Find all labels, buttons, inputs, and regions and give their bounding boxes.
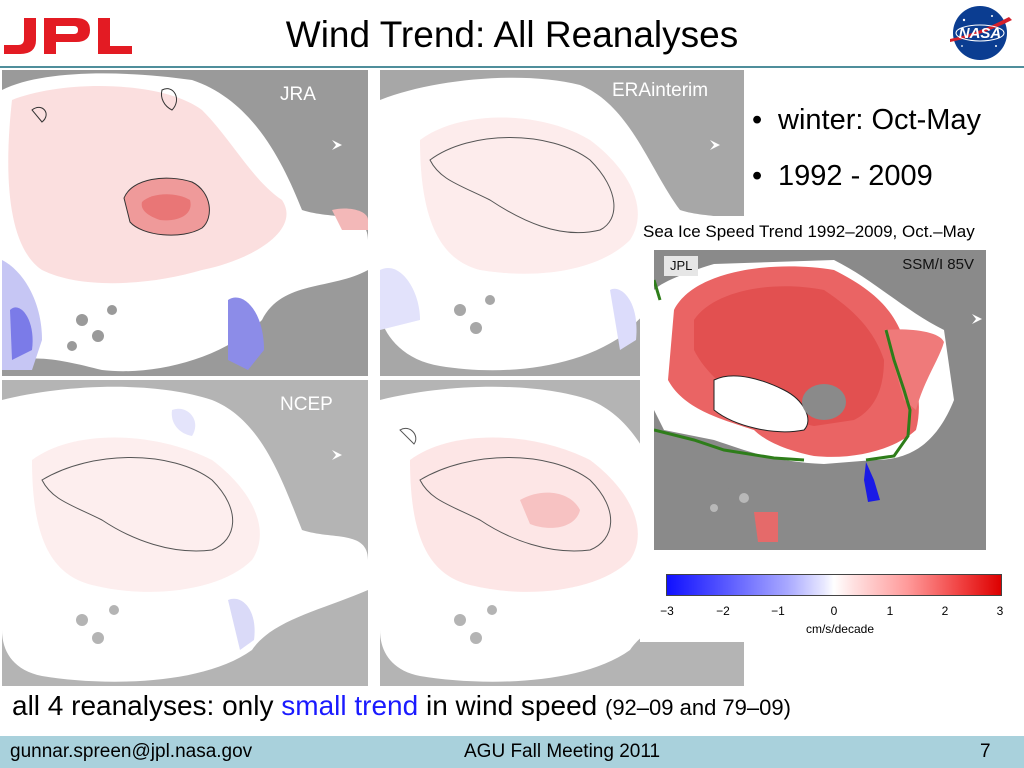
caption-text: in wind speed — [418, 690, 605, 721]
sea-ice-title: Sea Ice Speed Trend 1992–2009, Oct.–May — [643, 222, 975, 241]
ncep-label: NCEP — [280, 394, 333, 415]
bullet-list: • winter: Oct-May • 1992 - 2009 — [752, 92, 1024, 204]
colorbar-tick: 1 — [886, 604, 894, 618]
caption-highlight: small trend — [281, 690, 419, 721]
bullet-item: • winter: Oct-May — [752, 104, 982, 136]
jpl-logo — [4, 18, 132, 54]
ncep-trend-map — [2, 380, 368, 686]
nasa-logo: NASA — [950, 6, 1012, 60]
bullet-text: 1992 - 2009 — [778, 160, 933, 192]
sensor-label: SSM/I 85V — [902, 256, 974, 273]
page-number: 7 — [980, 741, 991, 762]
title-divider — [0, 66, 1024, 68]
caption-text: all 4 reanalyses: only — [12, 690, 282, 721]
colorbar-tick: 2 — [941, 604, 949, 618]
colorbar-unit: cm/s/decade — [805, 622, 875, 636]
caption: all 4 reanalyses: only small trend in wi… — [12, 690, 1022, 722]
slide-title: Wind Trend: All Reanalyses — [285, 14, 739, 55]
colorbar — [666, 574, 1002, 596]
bullet-text: winter: Oct-May — [778, 104, 982, 136]
colorbar-tick: 0 — [830, 604, 838, 618]
footer-email: gunnar.spreen@jpl.nasa.gov — [10, 741, 253, 762]
ncep-map-panel: NCEP — [2, 380, 368, 686]
colorbar-tick: −2 — [716, 604, 730, 618]
sea-ice-map: JPL SSM/I 85V — [654, 250, 986, 550]
svg-text:NASA: NASA — [959, 25, 1002, 42]
sea-ice-inset: Sea Ice Speed Trend 1992–2009, Oct.–May … — [640, 216, 1024, 642]
erainterim-label: ERAinterim — [612, 80, 709, 101]
jra-trend-map — [2, 70, 368, 376]
footer-event: AGU Fall Meeting 2011 — [464, 741, 661, 762]
jra-label: JRA — [280, 84, 316, 105]
colorbar-tick: −3 — [660, 604, 674, 618]
colorbar-tick: −1 — [771, 604, 785, 618]
jra-map-panel: JRA — [2, 70, 368, 376]
footer: gunnar.spreen@jpl.nasa.gov AGU Fall Meet… — [0, 736, 1024, 768]
jpl-tag: JPL — [664, 256, 699, 276]
colorbar-tick: 3 — [996, 604, 1004, 618]
caption-note: (92–09 and 79–09) — [605, 695, 791, 720]
bullet-item: • 1992 - 2009 — [752, 160, 933, 192]
sea-ice-trend-plot — [654, 250, 986, 550]
